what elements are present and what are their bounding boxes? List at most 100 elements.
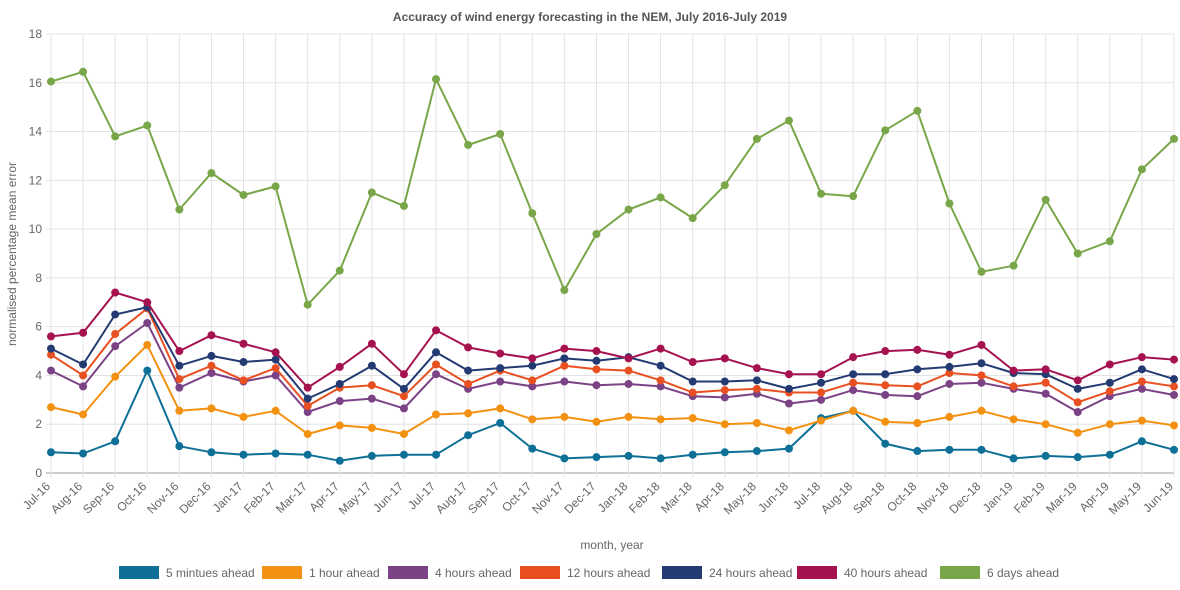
- data-point: [881, 417, 890, 426]
- data-point: [592, 381, 601, 390]
- x-tick-label: Sep-18: [850, 479, 887, 516]
- data-point: [817, 370, 826, 379]
- y-tick-label: 10: [29, 222, 43, 236]
- data-point: [79, 360, 88, 369]
- data-point: [624, 451, 633, 460]
- data-point: [143, 366, 152, 375]
- x-tick-label: Oct-16: [114, 479, 150, 515]
- data-point: [1137, 165, 1146, 174]
- data-point: [784, 370, 793, 379]
- data-point: [977, 378, 986, 387]
- data-point: [367, 381, 376, 390]
- x-tick-label: Jun-18: [755, 479, 791, 515]
- data-point: [143, 298, 152, 307]
- data-point: [239, 376, 248, 385]
- series-line: [50, 322, 1175, 413]
- data-point: [335, 456, 344, 465]
- legend-swatch: [797, 566, 837, 579]
- data-point: [1170, 382, 1178, 391]
- data-point: [881, 439, 890, 448]
- series-group: [47, 366, 1178, 465]
- data-point: [817, 189, 826, 198]
- data-point: [432, 326, 441, 335]
- data-point: [1041, 365, 1050, 374]
- x-tick-label: Nov-18: [914, 479, 951, 516]
- data-point: [720, 386, 729, 395]
- data-point: [399, 404, 408, 413]
- data-point: [111, 342, 120, 351]
- data-point: [271, 182, 280, 191]
- legend-label: 1 hour ahead: [309, 566, 380, 580]
- data-point: [1041, 378, 1050, 387]
- series-line: [50, 369, 1175, 462]
- data-point: [335, 266, 344, 275]
- data-point: [79, 371, 88, 380]
- data-point: [464, 343, 473, 352]
- data-point: [47, 77, 55, 86]
- data-point: [656, 361, 665, 370]
- data-point: [432, 75, 441, 84]
- data-point: [560, 286, 569, 295]
- y-tick-label: 12: [29, 173, 43, 187]
- data-point: [1009, 454, 1018, 463]
- data-point: [303, 300, 312, 309]
- legend-item[interactable]: 4 hours ahead: [388, 566, 512, 580]
- data-point: [399, 384, 408, 393]
- data-point: [175, 347, 184, 356]
- y-tick-label: 16: [29, 76, 43, 90]
- data-point: [560, 377, 569, 386]
- series-line: [50, 70, 1175, 306]
- data-point: [913, 106, 922, 115]
- data-point: [239, 450, 248, 459]
- legend-item[interactable]: 1 hour ahead: [262, 566, 380, 580]
- data-point: [945, 369, 954, 378]
- x-tick-label: Dec-16: [176, 479, 213, 516]
- data-point: [464, 366, 473, 375]
- data-point: [432, 360, 441, 369]
- data-point: [1041, 451, 1050, 460]
- data-point: [945, 350, 954, 359]
- data-point: [496, 404, 505, 413]
- data-point: [1105, 450, 1114, 459]
- legend-item[interactable]: 24 hours ahead: [662, 566, 792, 580]
- legend-item[interactable]: 12 hours ahead: [520, 566, 650, 580]
- data-point: [752, 364, 761, 373]
- data-point: [207, 351, 216, 360]
- data-point: [1073, 376, 1082, 385]
- y-tick-label: 18: [29, 27, 43, 41]
- legend-item[interactable]: 5 mintues ahead: [119, 566, 255, 580]
- data-point: [592, 417, 601, 426]
- legend-item[interactable]: 6 days ahead: [940, 566, 1059, 580]
- data-point: [784, 444, 793, 453]
- data-point: [688, 358, 697, 367]
- data-point: [752, 134, 761, 143]
- data-point: [688, 414, 697, 423]
- data-point: [528, 376, 537, 385]
- data-point: [367, 188, 376, 197]
- data-point: [1170, 445, 1178, 454]
- data-point: [784, 116, 793, 125]
- x-tick-label: Dec-17: [561, 479, 598, 516]
- data-point: [79, 328, 88, 337]
- x-tick-label: Oct-17: [499, 479, 535, 515]
- data-point: [111, 329, 120, 338]
- data-point: [656, 376, 665, 385]
- data-point: [1137, 384, 1146, 393]
- data-point: [881, 347, 890, 356]
- legend-item[interactable]: 40 hours ahead: [797, 566, 927, 580]
- data-point: [335, 379, 344, 388]
- data-point: [79, 449, 88, 458]
- data-point: [432, 370, 441, 379]
- data-point: [271, 355, 280, 364]
- data-point: [849, 353, 858, 362]
- data-point: [47, 366, 55, 375]
- y-tick-label: 2: [35, 417, 42, 431]
- data-point: [207, 448, 216, 457]
- data-point: [913, 419, 922, 428]
- data-point: [528, 361, 537, 370]
- data-point: [496, 377, 505, 386]
- data-point: [881, 381, 890, 390]
- data-point: [752, 447, 761, 456]
- data-point: [849, 192, 858, 201]
- data-point: [335, 362, 344, 371]
